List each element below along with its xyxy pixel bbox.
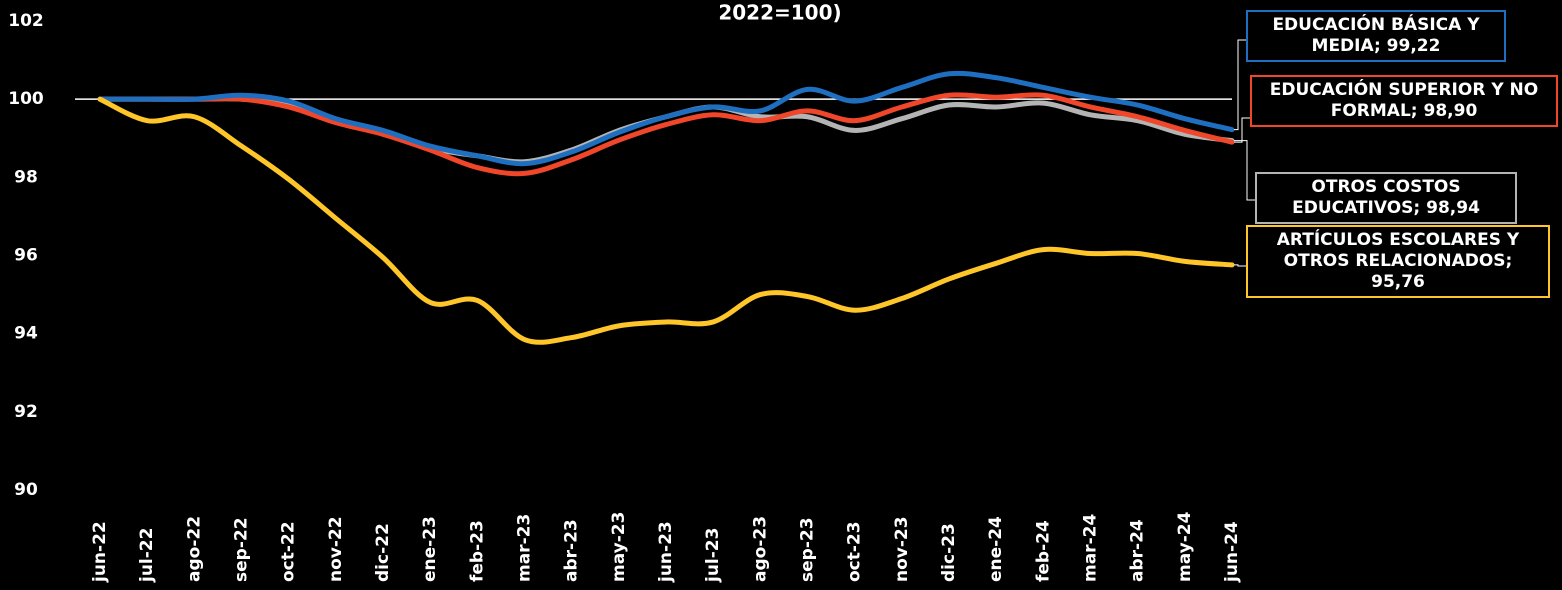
x-tick-label: may-24 xyxy=(1175,511,1195,582)
connector xyxy=(1234,264,1246,267)
x-tick-label: dic-22 xyxy=(373,523,393,582)
x-tick-label: jun-24 xyxy=(1222,521,1242,583)
connector xyxy=(1234,117,1250,143)
chart-title: 2022=100) xyxy=(718,1,841,25)
y-tick-label: 102 xyxy=(8,11,44,31)
x-tick-label: ene-24 xyxy=(986,516,1006,582)
series-label: EDUCACIÓN BÁSICA Y MEDIA; 99,22 xyxy=(1246,10,1506,62)
x-tick-label: dic-23 xyxy=(939,523,959,582)
connector xyxy=(1234,39,1246,131)
x-tick-label: feb-23 xyxy=(467,520,487,582)
x-tick-label: oct-22 xyxy=(279,521,299,582)
x-tick-label: feb-24 xyxy=(1033,520,1053,582)
x-tick-label: mar-24 xyxy=(1081,514,1101,582)
x-tick-label: nov-22 xyxy=(326,516,346,582)
x-tick-label: ago-23 xyxy=(750,516,770,582)
x-tick-label: abr-24 xyxy=(1128,519,1148,582)
series-line xyxy=(97,96,1235,165)
x-tick-label: ene-23 xyxy=(420,516,440,582)
x-tick-label: jul-22 xyxy=(137,528,157,583)
x-tick-label: may-23 xyxy=(609,512,629,582)
x-tick-label: sep-23 xyxy=(798,517,818,582)
x-tick-label: jul-23 xyxy=(703,528,723,583)
x-tick-label: jun-23 xyxy=(656,521,676,583)
connector xyxy=(1234,140,1255,201)
series-line xyxy=(97,96,1235,345)
x-tick-label: oct-23 xyxy=(845,521,865,582)
y-tick-label: 96 xyxy=(14,246,38,266)
x-tick-label: sep-22 xyxy=(232,517,252,582)
y-tick-label: 98 xyxy=(14,167,38,187)
series-label: OTROS COSTOS EDUCATIVOS; 98,94 xyxy=(1255,172,1517,224)
x-tick-label: jun-22 xyxy=(90,521,110,583)
x-tick-label: ago-22 xyxy=(184,516,204,582)
y-tick-label: 92 xyxy=(14,402,38,422)
y-tick-label: 94 xyxy=(14,324,38,344)
series-label: ARTÍCULOS ESCOLARES Y OTROS RELACIONADOS… xyxy=(1246,225,1550,298)
x-tick-label: mar-23 xyxy=(515,514,535,582)
series-line xyxy=(97,70,1235,167)
y-tick-label: 100 xyxy=(8,89,44,109)
x-tick-label: nov-23 xyxy=(892,516,912,582)
x-tick-label: abr-23 xyxy=(562,519,582,582)
y-tick-label: 90 xyxy=(14,480,38,500)
series-label: EDUCACIÓN SUPERIOR Y NO FORMAL; 98,90 xyxy=(1250,75,1558,127)
series-line xyxy=(97,92,1235,177)
